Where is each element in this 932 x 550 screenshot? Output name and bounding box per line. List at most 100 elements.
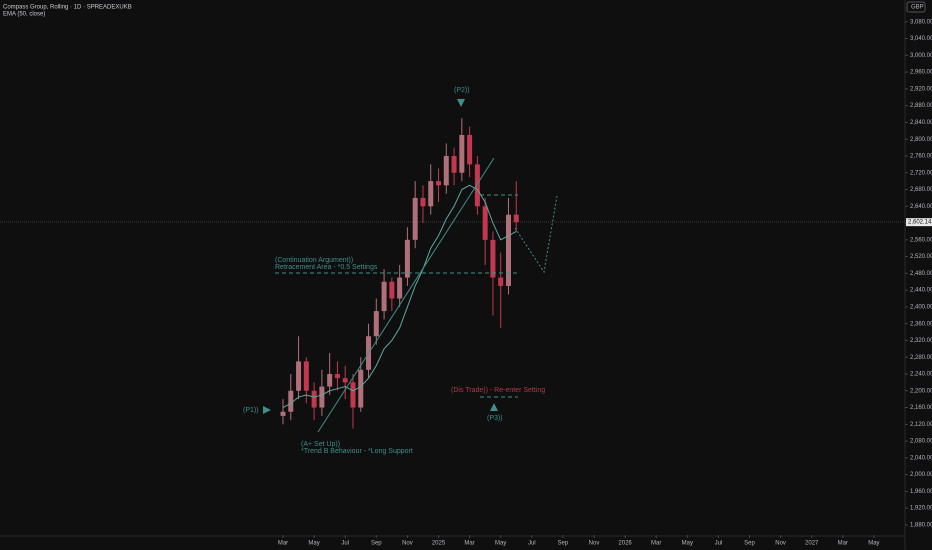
x-tick-label: Nov — [402, 541, 413, 547]
candle-body — [296, 361, 302, 391]
y-tick-label: 2,800.00 — [910, 137, 932, 143]
candle-body — [327, 373, 333, 387]
candle-body — [498, 277, 504, 286]
x-tick-label: 2026 — [618, 541, 632, 547]
candle-body — [505, 214, 511, 286]
candle-body — [404, 239, 410, 278]
candle-body — [397, 277, 403, 299]
x-tick-label: Jul — [528, 541, 536, 547]
x-tick-label: Jul — [715, 541, 723, 547]
candle-body — [350, 382, 356, 408]
y-tick-label: 2,000.00 — [910, 472, 932, 478]
trend-line — [317, 157, 495, 433]
candle-body — [342, 378, 348, 383]
y-tick-label: 2,480.00 — [910, 271, 932, 277]
y-tick-label: 2,680.00 — [910, 187, 932, 193]
y-tick-label: 3,000.00 — [910, 53, 932, 59]
candle-body — [288, 390, 294, 412]
candle-body — [381, 281, 387, 312]
x-tick-label: Mar — [651, 541, 661, 547]
x-tick-label: 2027 — [805, 541, 819, 547]
candle-body — [436, 181, 442, 186]
chart-title: Compass Group, Rolling · 1D · SPREADEXUK… — [3, 5, 132, 11]
p3-marker — [490, 403, 498, 411]
annotation: *Trend B Behaviour - *Long Support — [301, 448, 413, 455]
candle-body — [412, 197, 418, 240]
y-tick-label: 2,520.00 — [910, 254, 932, 260]
y-tick-label: 2,840.00 — [910, 120, 932, 126]
candle-body — [443, 155, 449, 186]
candle-body — [459, 135, 465, 173]
y-tick-label: 1,880.00 — [910, 523, 932, 529]
y-tick-label: 2,920.00 — [910, 86, 932, 92]
y-tick-label: 2,320.00 — [910, 338, 932, 344]
x-tick-label: May — [868, 541, 879, 547]
annotation: (A+ Set Up)) — [301, 441, 340, 448]
candle-body — [358, 369, 364, 408]
y-tick-label: 2,200.00 — [910, 388, 932, 394]
y-tick-label: 2,760.00 — [910, 154, 932, 160]
x-tick-label: Mar — [278, 541, 288, 547]
y-tick-label: 2,040.00 — [910, 455, 932, 461]
y-tick-label: 2,440.00 — [910, 288, 932, 294]
x-tick-label: Nov — [589, 541, 600, 547]
currency: GBP — [911, 5, 924, 11]
annotation: (Continuation Argument)) — [275, 257, 353, 264]
indicator-label: EMA (50, close) — [3, 12, 45, 18]
candle-body — [513, 214, 519, 223]
y-tick-label: 1,960.00 — [910, 489, 932, 495]
y-tick-label: 2,160.00 — [910, 405, 932, 411]
annotation: (P3)) — [487, 415, 503, 422]
p2-marker — [457, 99, 465, 107]
x-tick-label: Jul — [341, 541, 349, 547]
p1-marker — [263, 406, 271, 414]
candle-body — [428, 181, 434, 207]
annotation: (P1)) — [243, 407, 259, 414]
y-tick-label: 2,400.00 — [910, 304, 932, 310]
x-tick-label: Sep — [744, 541, 755, 547]
candle-body — [490, 239, 496, 278]
candle-body — [389, 281, 395, 299]
y-tick-label: 2,960.00 — [910, 70, 932, 76]
projection — [514, 195, 558, 274]
candle-body — [420, 197, 426, 207]
y-tick-label: 2,360.00 — [910, 321, 932, 327]
y-tick-label: 3,080.00 — [910, 19, 932, 25]
last-price-label: 2,602.14 — [908, 220, 932, 226]
candle-body — [373, 311, 379, 337]
candle-body — [280, 411, 286, 416]
y-tick-label: 2,080.00 — [910, 439, 932, 445]
candle-body — [467, 135, 473, 165]
y-tick-label: 2,640.00 — [910, 204, 932, 210]
x-tick-label: Nov — [775, 541, 786, 547]
annotation: (P2)) — [454, 87, 470, 94]
y-tick-label: 3,040.00 — [910, 36, 932, 42]
y-tick-label: 2,120.00 — [910, 422, 932, 428]
candle-body — [311, 390, 317, 408]
candle-body — [482, 206, 488, 240]
x-tick-label: Sep — [558, 541, 569, 547]
candle-body — [474, 164, 480, 207]
x-tick-label: Mar — [464, 541, 474, 547]
x-tick-label: 2025 — [432, 541, 446, 547]
x-tick-label: Mar — [838, 541, 848, 547]
x-tick-label: May — [308, 541, 319, 547]
candle-body — [303, 361, 309, 391]
y-tick-label: 2,240.00 — [910, 372, 932, 378]
candle-body — [319, 386, 325, 408]
ema-line — [282, 184, 517, 408]
x-tick-label: Sep — [371, 541, 382, 547]
candle-body — [334, 373, 340, 379]
annotation: (Dis Trade)) - Re-enter Setting — [451, 387, 545, 394]
last-price-box — [906, 218, 932, 227]
y-tick-label: 2,880.00 — [910, 103, 932, 109]
y-tick-label: 2,280.00 — [910, 355, 932, 361]
x-tick-label: May — [682, 541, 693, 547]
x-tick-label: May — [495, 541, 506, 547]
annotation: Retracement Area - *0.5 Settings — [275, 264, 378, 271]
currency-box[interactable] — [906, 1, 926, 13]
y-tick-label: 2,720.00 — [910, 170, 932, 176]
y-tick-label: 2,560.00 — [910, 237, 932, 243]
